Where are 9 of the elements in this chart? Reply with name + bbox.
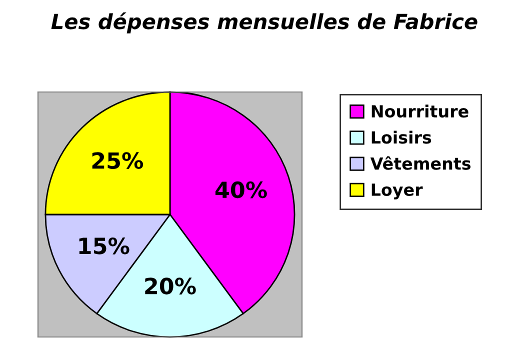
data-label: 15%	[79, 238, 130, 254]
chart-title: Les dépenses mensuelles de Fabrice	[51, 12, 478, 34]
data-label: 40%	[215, 181, 267, 198]
legend-label: Loisirs	[372, 130, 432, 144]
data-label: 25%	[92, 152, 144, 169]
data-label: 20%	[145, 278, 196, 294]
legend-label: Loyer	[372, 184, 423, 200]
legend-label: Nourriture	[372, 104, 468, 118]
legend-label: Vêtements	[370, 156, 471, 170]
